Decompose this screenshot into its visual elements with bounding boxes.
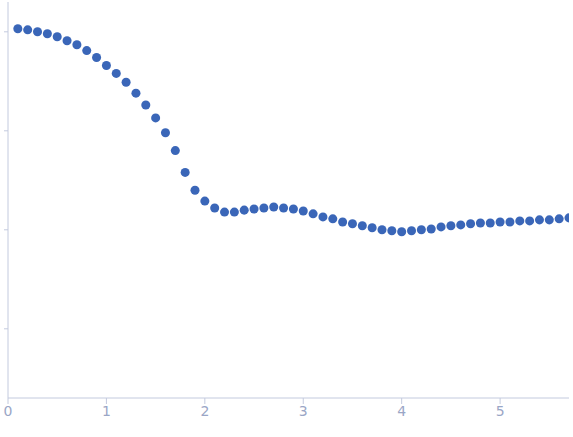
svg-text:3: 3 — [299, 403, 308, 419]
svg-text:1: 1 — [102, 403, 111, 419]
svg-text:4: 4 — [397, 403, 406, 419]
svg-text:0: 0 — [4, 403, 13, 419]
svg-text:5: 5 — [496, 403, 505, 419]
svg-text:2: 2 — [200, 403, 209, 419]
